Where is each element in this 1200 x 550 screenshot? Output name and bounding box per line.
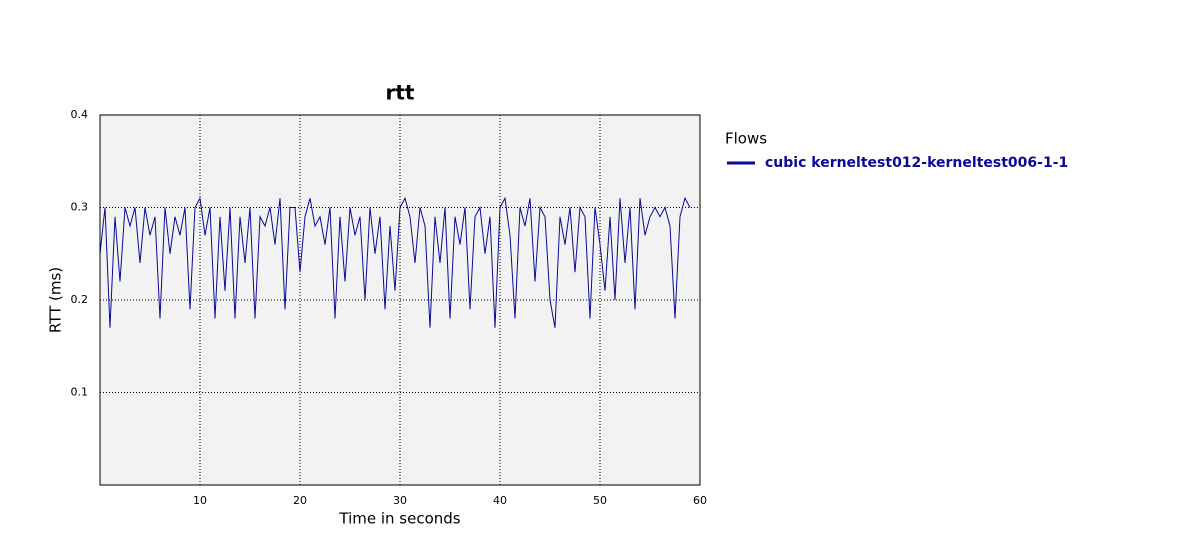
chart-title: rtt — [386, 81, 415, 105]
y-tick-label: 0.2 — [71, 293, 89, 306]
x-tick-label: 30 — [393, 494, 407, 507]
data — [99, 196, 691, 328]
y-tick-label: 0.1 — [71, 386, 89, 399]
x-tick-label: 40 — [493, 494, 507, 507]
line — [99, 196, 691, 328]
y-axis-label: RTT (ms) — [47, 267, 65, 333]
x-tick-label: 10 — [193, 494, 207, 507]
y-tick-label: 0.4 — [71, 108, 89, 121]
x-tick-label: 60 — [693, 494, 707, 507]
legend-label: cubic kerneltest012-kerneltest006-1-1 — [765, 155, 1068, 171]
legend-title: Flows — [725, 130, 767, 148]
x-tick-label: 50 — [593, 494, 607, 507]
x-axis-label: Time in seconds — [338, 510, 460, 528]
x-tick-label: 20 — [293, 494, 307, 507]
y-tick-label: 0.3 — [71, 201, 89, 214]
plot-border — [99, 114, 701, 486]
